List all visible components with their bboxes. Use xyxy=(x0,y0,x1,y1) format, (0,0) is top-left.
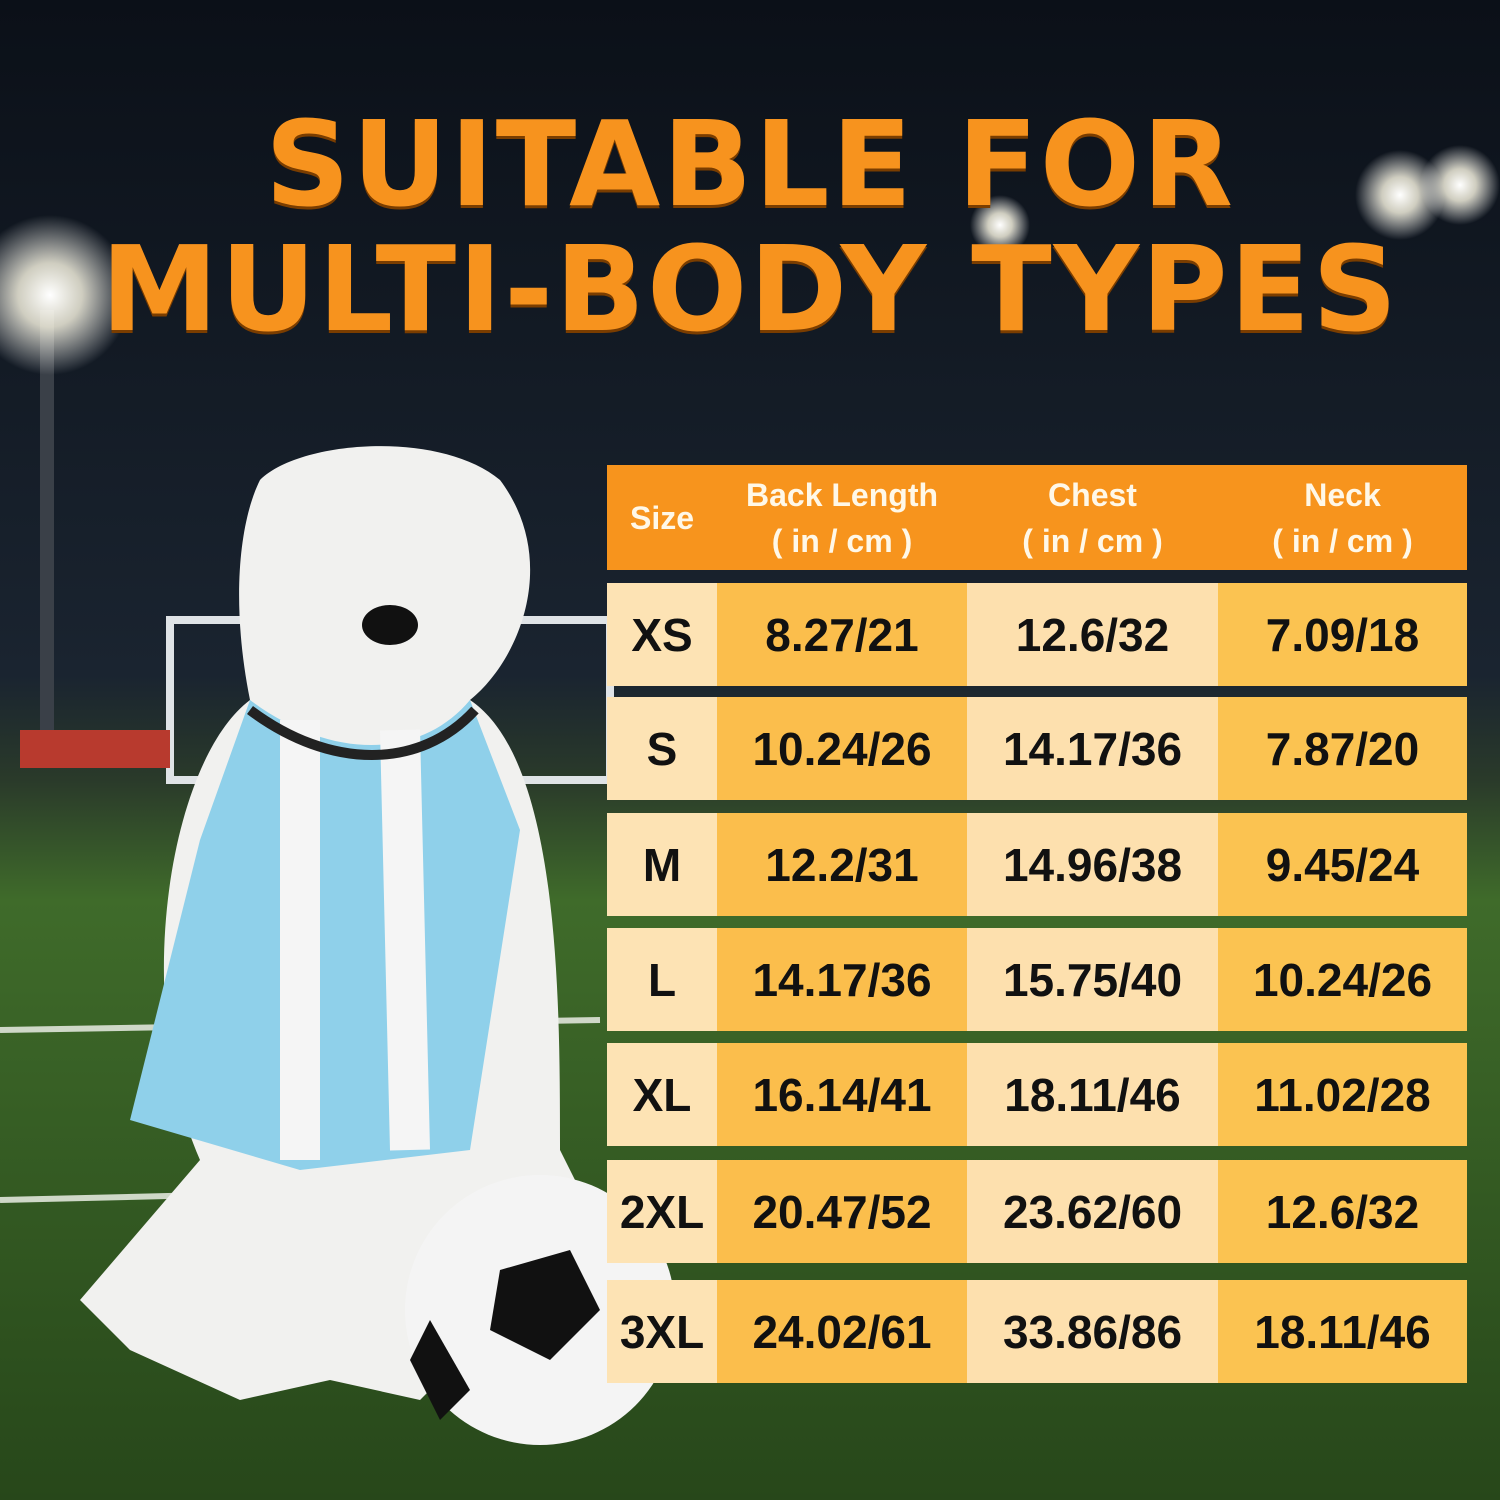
header-cell: Neck ( in / cm ) xyxy=(1218,465,1467,570)
measure-cell: 24.02/61 xyxy=(717,1280,967,1383)
header-cell: Back Length ( in / cm ) xyxy=(717,465,967,570)
header-cell: Chest ( in / cm ) xyxy=(967,465,1218,570)
measure-cell: 18.11/46 xyxy=(967,1043,1218,1146)
column-unit: ( in / cm ) xyxy=(771,522,913,559)
column-unit: ( in / cm ) xyxy=(1022,522,1163,559)
title-line: SUITABLE FOR xyxy=(265,95,1235,233)
size-cell: S xyxy=(607,697,717,800)
measure-cell: 7.87/20 xyxy=(1218,697,1467,800)
measure-cell: 10.24/26 xyxy=(717,697,967,800)
measure-cell: 12.6/32 xyxy=(967,583,1218,686)
column-name: Chest xyxy=(1048,476,1137,513)
measure-cell: 14.17/36 xyxy=(717,928,967,1031)
size-cell: 2XL xyxy=(607,1160,717,1263)
size-cell: XL xyxy=(607,1043,717,1146)
measure-cell: 33.86/86 xyxy=(967,1280,1218,1383)
measure-cell: 7.09/18 xyxy=(1218,583,1467,686)
column-name: Back Length xyxy=(745,476,939,513)
measure-cell: 20.47/52 xyxy=(717,1160,967,1263)
measure-cell: 9.45/24 xyxy=(1218,813,1467,916)
column-unit: ( in / cm ) xyxy=(1272,522,1413,559)
size-cell: XS xyxy=(607,583,717,686)
measure-cell: 14.96/38 xyxy=(967,813,1218,916)
measure-cell: 23.62/60 xyxy=(967,1160,1218,1263)
measure-cell: 18.11/46 xyxy=(1218,1280,1467,1383)
measure-cell: 12.2/31 xyxy=(717,813,967,916)
measure-cell: 11.02/28 xyxy=(1218,1043,1467,1146)
measure-cell: 10.24/26 xyxy=(1218,928,1467,1031)
size-cell: L xyxy=(607,928,717,1031)
measure-cell: 12.6/32 xyxy=(1218,1160,1467,1263)
measure-cell: 14.17/36 xyxy=(967,697,1218,800)
size-cell: M xyxy=(607,813,717,916)
measure-cell: 15.75/40 xyxy=(967,928,1218,1031)
column-name: Size xyxy=(629,499,695,536)
column-name: Neck xyxy=(1304,476,1381,513)
title-line: MULTI-BODY TYPES xyxy=(100,220,1400,358)
measure-cell: 16.14/41 xyxy=(717,1043,967,1146)
size-cell: 3XL xyxy=(607,1280,717,1383)
measure-cell: 8.27/21 xyxy=(717,583,967,686)
header-cell: Size xyxy=(607,465,717,570)
